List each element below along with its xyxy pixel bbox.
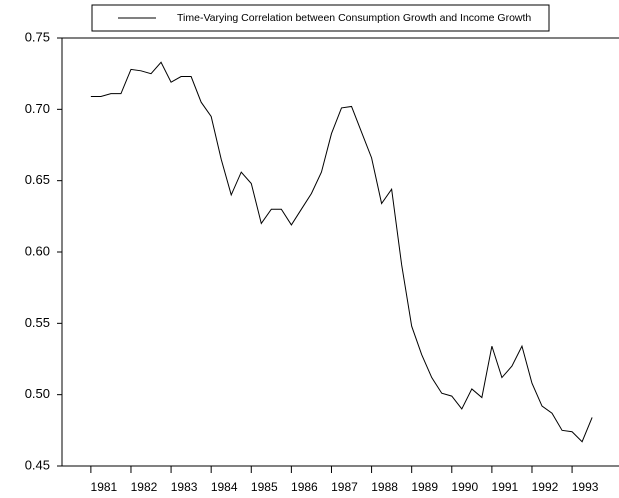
x-tick-label: 1987: [331, 480, 358, 494]
x-tick-label: 1993: [572, 480, 599, 494]
x-tick-label: 1990: [451, 480, 478, 494]
y-tick-label: 0.50: [25, 386, 50, 401]
x-tick-label: 1991: [492, 480, 519, 494]
y-tick-label: 0.55: [25, 315, 50, 330]
x-tick-label: 1983: [171, 480, 198, 494]
x-tick-label: 1989: [411, 480, 438, 494]
legend-label: Time-Varying Correlation between Consump…: [177, 12, 531, 24]
x-tick-label: 1981: [91, 480, 118, 494]
series-line: [90, 61, 593, 443]
y-tick-label: 0.60: [25, 243, 50, 258]
y-tick-label: 0.70: [25, 101, 50, 116]
x-tick-label: 1985: [251, 480, 278, 494]
x-tick-label: 1988: [371, 480, 398, 494]
legend-box: [91, 4, 550, 32]
y-tick-label: 0.65: [25, 172, 50, 187]
y-tick-label: 0.45: [25, 457, 50, 472]
x-tick-label: 1982: [131, 480, 158, 494]
y-tick-label: 0.75: [25, 29, 50, 44]
x-tick-label: 1992: [532, 480, 559, 494]
x-tick-label: 1986: [291, 480, 318, 494]
x-tick-label: 1984: [211, 480, 238, 494]
